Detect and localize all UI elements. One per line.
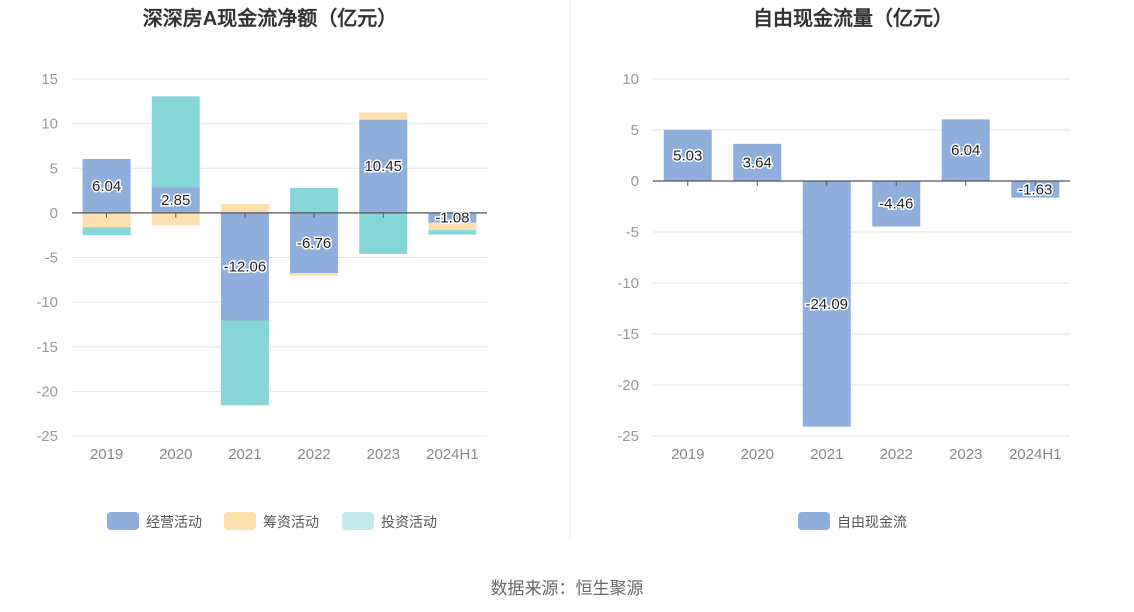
chart1-bar-2-0 [82, 227, 131, 236]
chart2-data-label: -24.09 [805, 296, 848, 313]
chart2-x-tick-label: 2023 [949, 446, 982, 463]
chart2-x-tick-label: 2020 [741, 446, 774, 463]
chart2-data-label: -1.63 [1018, 181, 1052, 198]
chart1-y-tick-label: 10 [41, 116, 58, 133]
chart1-bar-1-3 [290, 273, 339, 276]
chart1-legend-swatch [224, 512, 256, 530]
chart2-y-tick-label: -25 [617, 428, 639, 445]
chart2-y-tick-label: 0 [631, 173, 639, 190]
chart2-bar-0-3 [872, 181, 921, 227]
chart2-data-label: -4.46 [879, 196, 913, 213]
chart1-data-label: -12.06 [224, 259, 267, 276]
chart1-legend-swatch [342, 512, 374, 530]
chart1-y-tick-label: -20 [36, 383, 58, 400]
chart1-bar-0-3 [290, 212, 339, 274]
chart1-bar-2-3 [290, 187, 339, 213]
chart1-data-label: 10.45 [364, 158, 402, 175]
chart1-bar-1-0 [82, 212, 131, 228]
chart2-data-label: 5.03 [673, 147, 702, 164]
chart1-bar-2-2 [220, 320, 269, 406]
chart1-bar-0-0 [82, 158, 131, 213]
chart1-bar-0-1 [151, 187, 200, 213]
chart2-legend-label: 自由现金流 [837, 514, 907, 530]
chart1-x-tick-label: 2020 [159, 446, 192, 463]
chart1-bar-1-1 [151, 212, 200, 226]
chart1-data-label: 2.85 [161, 192, 190, 209]
chart1-legend-label: 投资活动 [381, 514, 437, 530]
chart2-title: 自由现金流量（亿元） [753, 6, 953, 30]
chart1-y-tick-label: 0 [50, 205, 58, 222]
chart1-legend-label: 经营活动 [146, 514, 202, 530]
chart1-x-tick-label: 2024H1 [426, 446, 479, 463]
chart1-x-tick-label: 2021 [228, 446, 261, 463]
chart2-x-tick-label: 2022 [880, 446, 913, 463]
chart1-title: 深深房A现金流净额（亿元） [143, 6, 397, 30]
chart2-x-tick-label: 2021 [810, 446, 843, 463]
chart1-data-label: -1.08 [435, 210, 469, 227]
chart2-data-label: 6.04 [951, 142, 980, 159]
chart1-bar-1-4 [359, 112, 408, 120]
chart2-y-tick-label: -15 [617, 326, 639, 343]
chart1-bar-0-2 [220, 212, 269, 321]
chart2-y-tick-label: 10 [622, 71, 639, 88]
chart2-legend-swatch [798, 512, 830, 530]
chart1-bar-2-1 [151, 96, 200, 188]
chart2-bar-0-0 [663, 129, 712, 181]
chart2-y-tick-label: -5 [626, 224, 639, 241]
chart2-x-tick-label: 2019 [671, 446, 704, 463]
chart2-y-tick-label: -10 [617, 275, 639, 292]
chart1-y-tick-label: 5 [50, 160, 58, 177]
chart1-bar-1-2 [220, 203, 269, 213]
chart1-x-tick-label: 2022 [297, 446, 330, 463]
chart1-y-tick-label: -15 [36, 339, 58, 356]
chart2-x-tick-label: 2024H1 [1009, 446, 1062, 463]
chart1-legend-swatch [107, 512, 139, 530]
chart2-bar-0-4 [941, 119, 990, 181]
chart1-bar-0-4 [359, 119, 408, 213]
chart1-bar-2-5 [428, 230, 477, 235]
chart1-x-tick-label: 2023 [367, 446, 400, 463]
chart2-bar-0-2 [802, 181, 851, 427]
chart1-y-tick-label: -10 [36, 294, 58, 311]
chart2-data-label: 3.64 [743, 154, 772, 171]
chart2-y-tick-label: -20 [617, 377, 639, 394]
chart2-bar-0-1 [733, 143, 782, 181]
chart1-bar-2-4 [359, 212, 408, 254]
chart1-legend-label: 筹资活动 [263, 514, 319, 530]
chart2-bar-0-5 [1011, 181, 1060, 198]
chart1-bar-1-5 [428, 222, 477, 231]
chart1-y-tick-label: -25 [36, 428, 58, 445]
chart2-y-tick-label: 5 [631, 122, 639, 139]
chart1-x-tick-label: 2019 [90, 446, 123, 463]
data-source: 数据来源：恒生聚源 [490, 579, 644, 598]
chart1-data-label: -6.76 [297, 235, 331, 252]
chart1-y-tick-label: -5 [45, 250, 58, 267]
chart1-y-tick-label: 15 [41, 71, 58, 88]
chart1-data-label: 6.04 [92, 178, 121, 195]
